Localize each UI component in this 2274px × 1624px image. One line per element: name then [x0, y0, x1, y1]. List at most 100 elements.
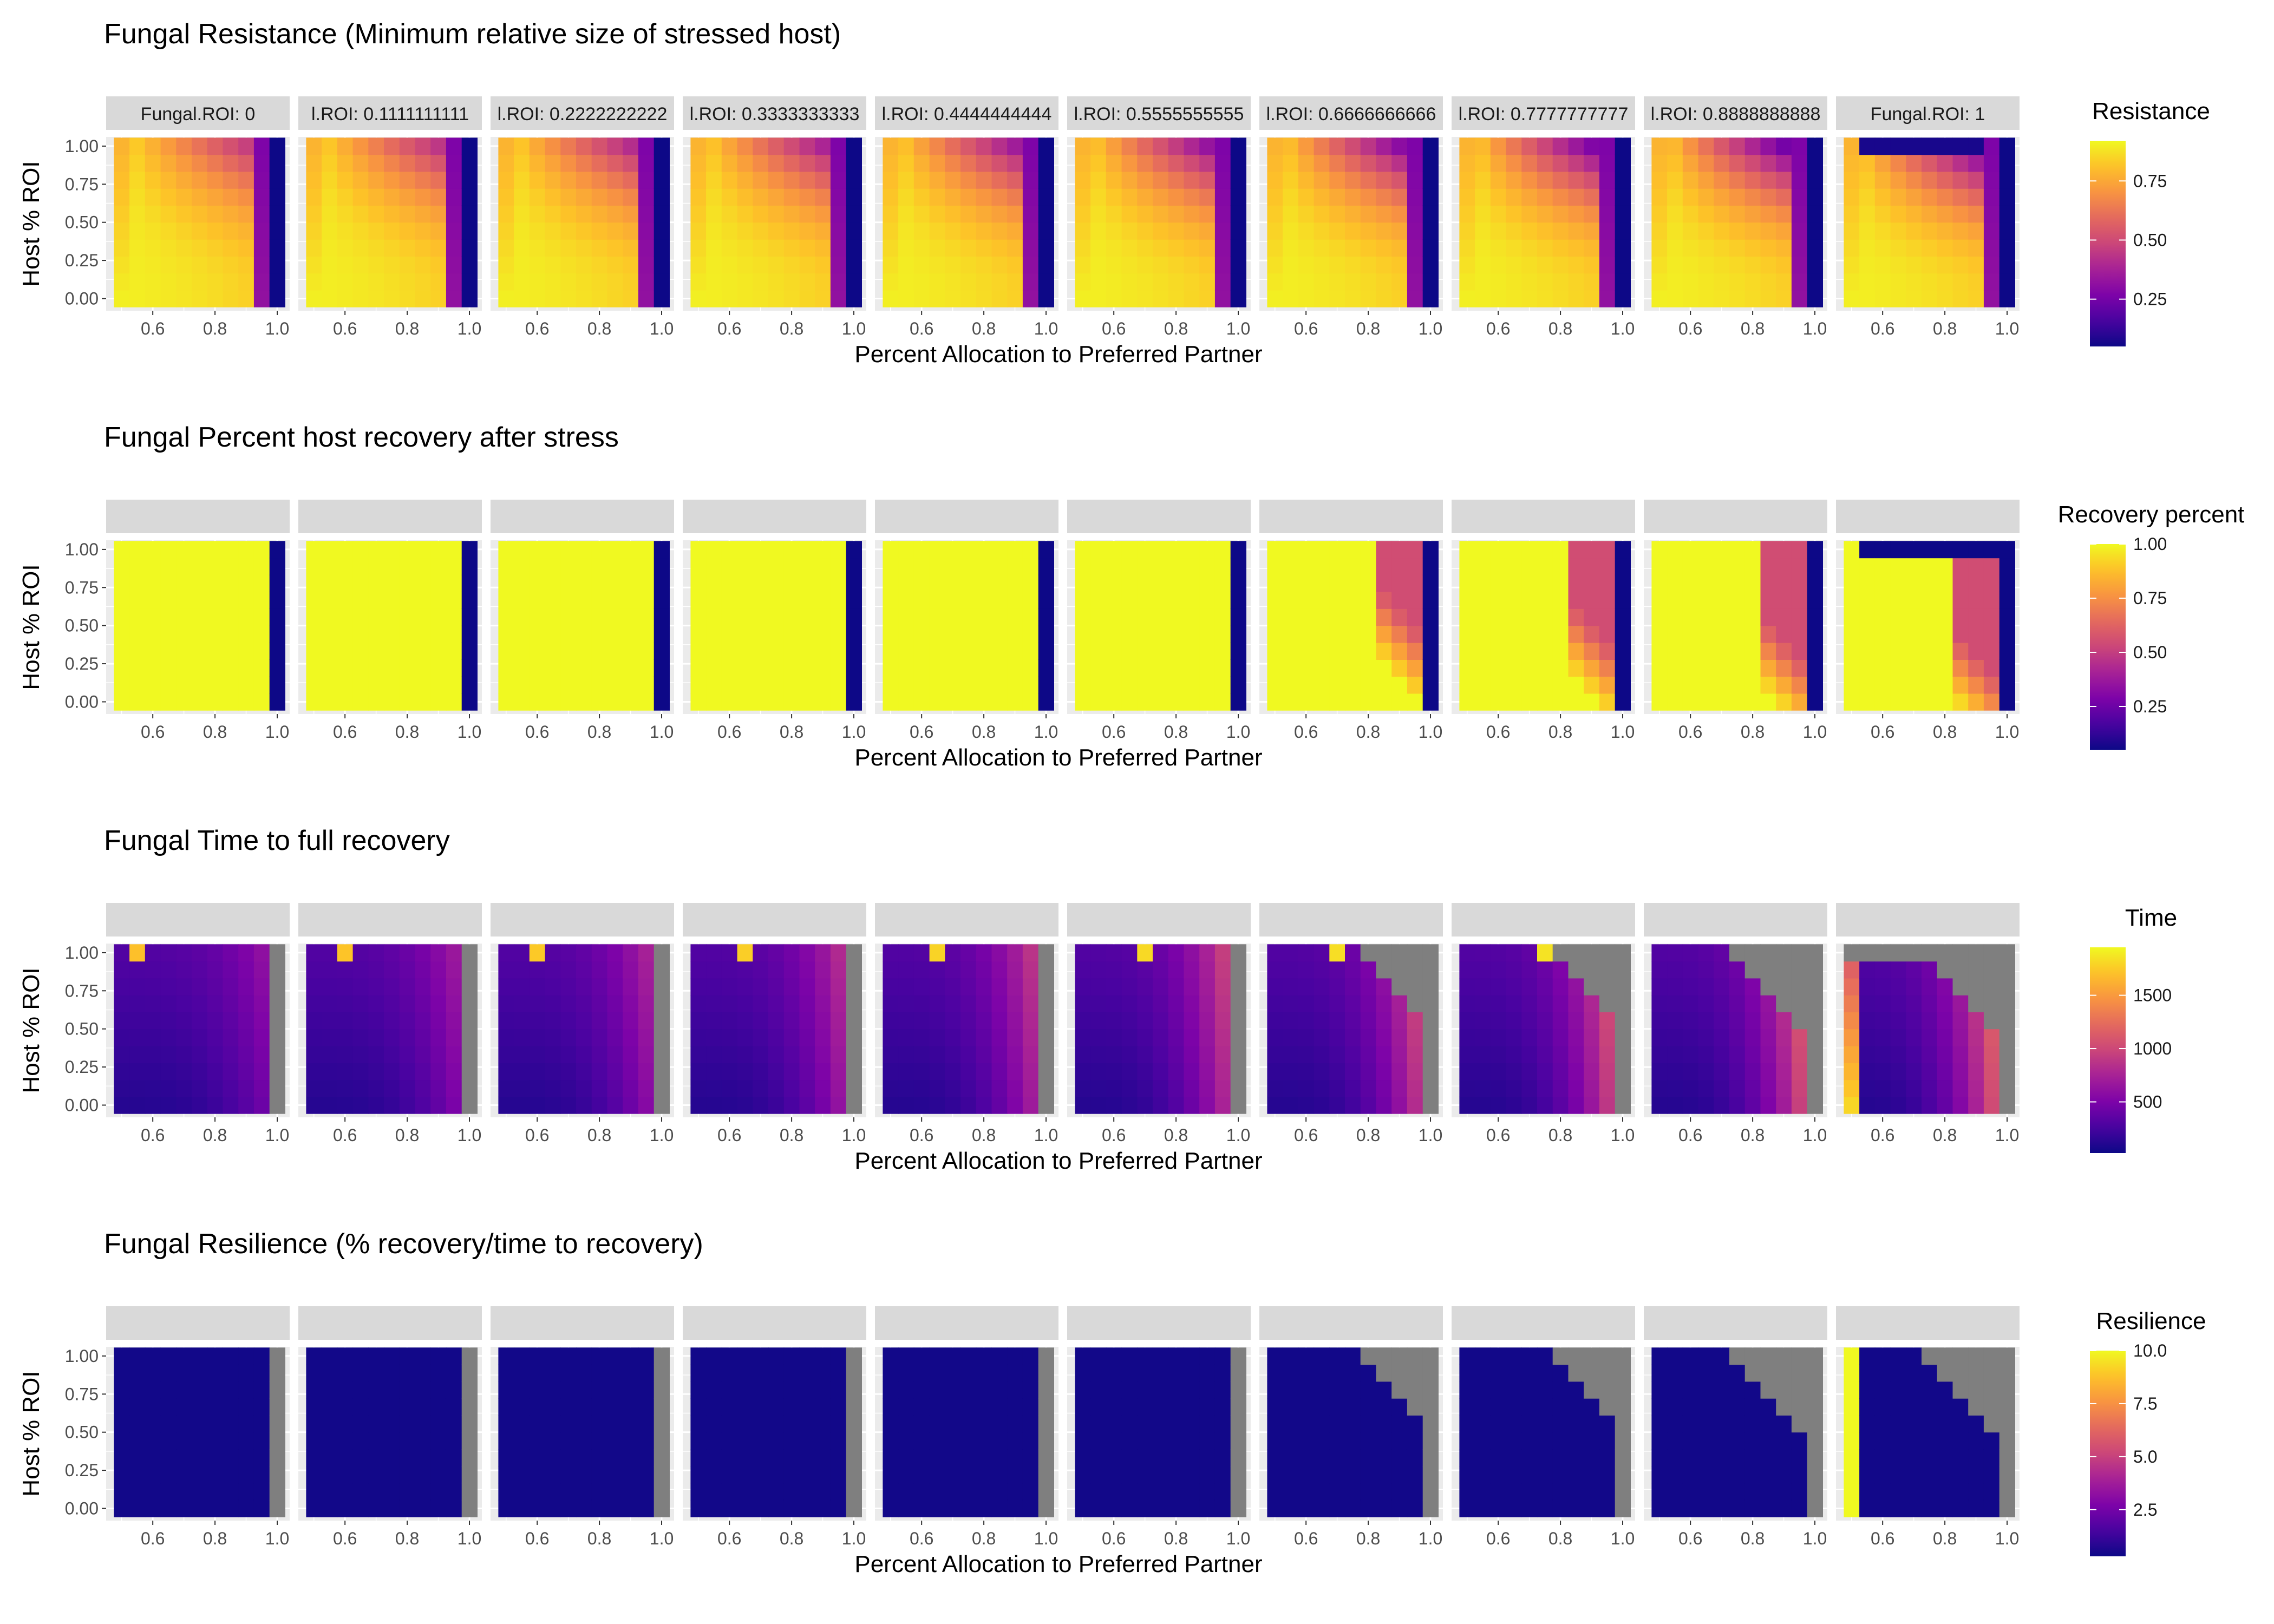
heatmap-tile	[1890, 171, 1906, 189]
heatmap-tile	[991, 239, 1008, 257]
heatmap-tile	[638, 1063, 655, 1081]
heatmap-tile	[1075, 693, 1091, 711]
heatmap-tile	[1983, 625, 2000, 643]
heatmap-tile	[1506, 239, 1522, 257]
heatmap-tile	[415, 1381, 431, 1399]
heatmap-tile	[1137, 171, 1153, 189]
heatmap-tile	[1999, 608, 2015, 626]
heatmap-tile	[883, 659, 899, 677]
heatmap-tile	[768, 1398, 785, 1416]
heatmap-tile	[1599, 978, 1616, 996]
facet-strip	[683, 96, 866, 130]
heatmap-tile	[1807, 995, 1823, 1012]
heatmap-tile	[1968, 625, 1984, 643]
heatmap-tile	[783, 1079, 800, 1097]
heatmap-tile	[1874, 171, 1891, 189]
facet-panel: Fungal.ROI: 00.60.81.00.000.250.500.751.…	[65, 903, 290, 1145]
heatmap-tile	[1199, 1046, 1216, 1063]
heatmap-tile	[1968, 978, 1984, 996]
heatmap-tile	[1999, 659, 2015, 677]
heatmap-tile	[690, 171, 707, 189]
heatmap-tile	[929, 222, 945, 240]
heatmap-tile	[461, 1364, 478, 1382]
heatmap-tile	[706, 290, 722, 307]
heatmap-tile	[207, 541, 223, 559]
heatmap-tile	[1615, 978, 1631, 996]
heatmap-tile	[960, 188, 977, 206]
heatmap-tile	[638, 1012, 655, 1030]
heatmap-tile	[1568, 239, 1584, 257]
heatmap-tile	[1999, 290, 2015, 307]
heatmap-tile	[145, 154, 161, 172]
heatmap-tile	[498, 1046, 514, 1063]
heatmap-tile	[815, 1449, 831, 1466]
heatmap-tile	[1506, 290, 1522, 307]
x-tick-label: 1.0	[650, 1125, 674, 1145]
heatmap-tile	[446, 256, 462, 274]
heatmap-tile	[913, 978, 930, 996]
heatmap-tile	[430, 1046, 447, 1063]
heatmap-tile	[1807, 188, 1823, 206]
heatmap-tile	[1937, 137, 1953, 155]
heatmap-tile	[306, 1096, 322, 1114]
heatmap-tile	[1314, 290, 1330, 307]
heatmap-tile	[1360, 541, 1376, 559]
heatmap-tile	[1153, 1046, 1169, 1063]
heatmap-tile	[1968, 256, 1984, 274]
x-tick-label: 0.8	[395, 1125, 419, 1145]
heatmap-tile	[815, 222, 831, 240]
heatmap-tile	[768, 961, 785, 979]
heatmap-tile	[721, 205, 738, 223]
heatmap-tile	[529, 256, 546, 274]
heatmap-tile	[1552, 171, 1569, 189]
heatmap-tile	[607, 256, 623, 274]
heatmap-tile	[1459, 239, 1475, 257]
x-tick-label: 0.8	[972, 1125, 996, 1145]
heatmap-tile	[192, 693, 208, 711]
heatmap-tile	[1937, 1063, 1953, 1081]
heatmap-tile	[945, 659, 961, 677]
heatmap-tile	[815, 290, 831, 307]
heatmap-tile	[654, 978, 670, 996]
heatmap-tile	[1153, 256, 1169, 274]
heatmap-tile	[114, 1096, 130, 1114]
heatmap-tile	[1807, 1046, 1823, 1063]
heatmap-tile	[1168, 643, 1184, 660]
heatmap-tile	[1038, 1398, 1054, 1416]
heatmap-tile	[706, 693, 722, 711]
x-tick-label: 0.6	[1871, 1125, 1894, 1145]
heatmap-tile	[1075, 676, 1091, 694]
heatmap-tile	[1168, 205, 1184, 223]
heatmap-tile	[238, 608, 254, 626]
heatmap-tile	[1760, 676, 1776, 694]
heatmap-tile	[945, 137, 961, 155]
heatmap-tile	[192, 1483, 208, 1501]
heatmap-tile	[991, 558, 1008, 575]
heatmap-tile	[1859, 995, 1876, 1012]
heatmap-tile	[799, 592, 815, 609]
heatmap-tile	[846, 1415, 862, 1433]
heatmap-tile	[207, 625, 223, 643]
x-tick-label: 0.6	[910, 1125, 933, 1145]
heatmap-tile	[1890, 256, 1906, 274]
heatmap-tile	[1038, 1347, 1054, 1365]
heatmap-tile	[461, 1029, 478, 1046]
heatmap-tile	[1422, 1096, 1439, 1114]
heatmap-tile	[352, 961, 369, 979]
heatmap-tile	[461, 995, 478, 1012]
heatmap-tile	[1475, 541, 1491, 559]
heatmap-tile	[1744, 995, 1761, 1012]
heatmap-tile	[114, 1466, 130, 1484]
heatmap-tile	[1184, 188, 1200, 206]
heatmap-tile	[753, 1398, 769, 1416]
heatmap-tile	[1615, 625, 1631, 643]
heatmap-tile	[1422, 574, 1439, 592]
heatmap-tile	[529, 290, 546, 307]
heatmap-tile	[160, 1364, 177, 1382]
heatmap-tile	[1937, 1046, 1953, 1063]
heatmap-tile	[576, 222, 592, 240]
heatmap-tile	[1106, 693, 1122, 711]
heatmap-tile	[1537, 188, 1553, 206]
heatmap-tile	[1937, 239, 1953, 257]
heatmap-tile	[192, 205, 208, 223]
